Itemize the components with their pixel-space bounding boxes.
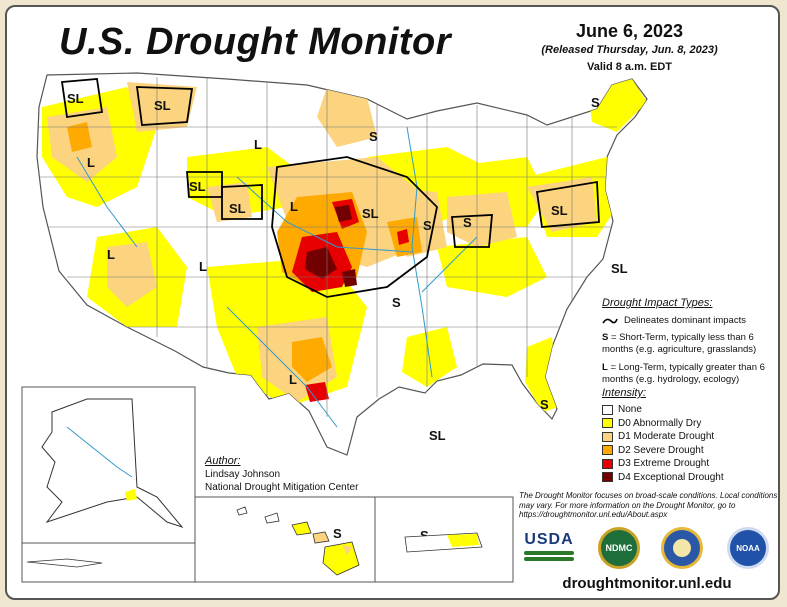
map-label: S	[333, 526, 342, 541]
author-block: Author: Lindsay Johnson National Drought…	[205, 454, 358, 494]
hawaii-inset	[194, 496, 376, 583]
disclaimer-text: The Drought Monitor focuses on broad-sca…	[519, 491, 778, 520]
legend-row: D0 Abnormally Dry	[602, 417, 778, 431]
legend-label: D2 Severe Drought	[618, 444, 704, 456]
map-label: SL	[551, 203, 568, 218]
commerce-seal-logo	[661, 527, 703, 569]
impact-legend: Drought Impact Types: Delineates dominan…	[602, 297, 778, 393]
map-frame: SL SL L L SL SL L S SL S SL S S L S L SL…	[5, 5, 780, 600]
long-term-code: L	[602, 362, 608, 374]
impact-lines	[60, 78, 600, 298]
usda-logo: USDA	[524, 531, 574, 561]
map-label: S	[540, 397, 549, 412]
map-title: U.S. Drought Monitor	[59, 21, 452, 63]
d4-areas	[305, 205, 357, 287]
map-label: L	[254, 137, 262, 152]
map-label: SL	[362, 206, 379, 221]
impact-heading: Drought Impact Types:	[602, 297, 713, 309]
alaska-inset	[21, 386, 196, 583]
legend-row: D4 Exceptional Drought	[602, 471, 778, 485]
legend-label: D0 Abnormally Dry	[618, 417, 702, 429]
author-heading: Author:	[205, 455, 241, 467]
legend-row: D2 Severe Drought	[602, 444, 778, 458]
map-label: SL	[611, 261, 628, 276]
short-term-text: = Short-Term, typically less than 6 mont…	[602, 331, 757, 355]
map-label: SL	[67, 91, 84, 106]
map-label: L	[107, 247, 115, 262]
seal-icon	[673, 539, 691, 557]
noaa-logo: NOAA	[727, 527, 769, 569]
legend-label: D3 Extreme Drought	[618, 458, 710, 470]
partner-logos: USDA NDMC NOAA	[524, 527, 778, 572]
short-term-code: S	[602, 331, 609, 343]
usda-text: USDA	[524, 531, 574, 548]
map-label: SL	[154, 98, 171, 113]
impact-labels: SL SL L L SL SL L S SL S SL S S L S L SL…	[67, 91, 628, 543]
legend-label: None	[618, 404, 642, 416]
legend-swatch-d1	[602, 431, 613, 442]
legend-row: None	[602, 403, 778, 417]
map-label: S	[369, 129, 378, 144]
ndmc-text: NDMC	[605, 543, 633, 553]
legend-label: D4 Exceptional Drought	[618, 471, 724, 483]
intensity-heading: Intensity:	[602, 387, 647, 399]
map-label: S	[463, 215, 472, 230]
valid-time: Valid 8 a.m. EDT	[587, 61, 672, 73]
map-label: SL	[189, 179, 206, 194]
noaa-text: NOAA	[736, 543, 760, 553]
map-label: S	[392, 295, 401, 310]
map-label: S	[423, 218, 432, 233]
legend-label: D1 Moderate Drought	[618, 431, 715, 443]
author-name: Lindsay Johnson	[205, 469, 281, 481]
impact-line-icon	[602, 318, 618, 324]
ndmc-logo: NDMC	[598, 527, 640, 569]
map-label: S	[420, 528, 429, 543]
map-label: L	[289, 372, 297, 387]
website-url[interactable]: droughtmonitor.unl.edu	[562, 575, 732, 592]
impact-line-key: Delineates dominant impacts	[602, 314, 778, 327]
map-label: L	[290, 199, 298, 214]
drought-map: SL SL L L SL SL L S SL S SL S S L S L SL…	[21, 72, 648, 583]
legend-swatch-d4	[602, 472, 613, 483]
usda-bar	[524, 557, 574, 561]
map-label: SL	[229, 201, 246, 216]
long-term-def: L = Long-Term, typically greater than 6 …	[602, 362, 778, 386]
long-term-text: = Long-Term, typically greater than 6 mo…	[602, 362, 765, 386]
legend-swatch-none	[602, 404, 613, 415]
legend-row: D1 Moderate Drought	[602, 430, 778, 444]
legend-swatch-d0	[602, 418, 613, 429]
legend-swatch-d2	[602, 445, 613, 456]
release-date: (Released Thursday, Jun. 8, 2023)	[541, 44, 718, 56]
map-label: SL	[429, 428, 446, 443]
map-label: S	[591, 95, 600, 110]
short-term-def: S = Short-Term, typically less than 6 mo…	[602, 331, 778, 356]
legend-row: D3 Extreme Drought	[602, 457, 778, 471]
map-label: L	[87, 155, 95, 170]
usda-bar	[524, 551, 574, 555]
conus-map: SL SL L L SL SL L S SL S SL S S L S L SL…	[36, 72, 648, 543]
map-label: L	[199, 259, 207, 274]
delineates-text: Delineates dominant impacts	[624, 314, 746, 326]
map-date: June 6, 2023	[575, 21, 684, 41]
date-block: June 6, 2023 (Released Thursday, Jun. 8,…	[527, 21, 732, 73]
puerto-rico-inset	[374, 496, 514, 583]
legend-swatch-d3	[602, 458, 613, 469]
author-org: National Drought Mitigation Center	[205, 482, 359, 494]
intensity-legend: Intensity: None D0 Abnormally Dry D1 Mod…	[602, 387, 778, 485]
